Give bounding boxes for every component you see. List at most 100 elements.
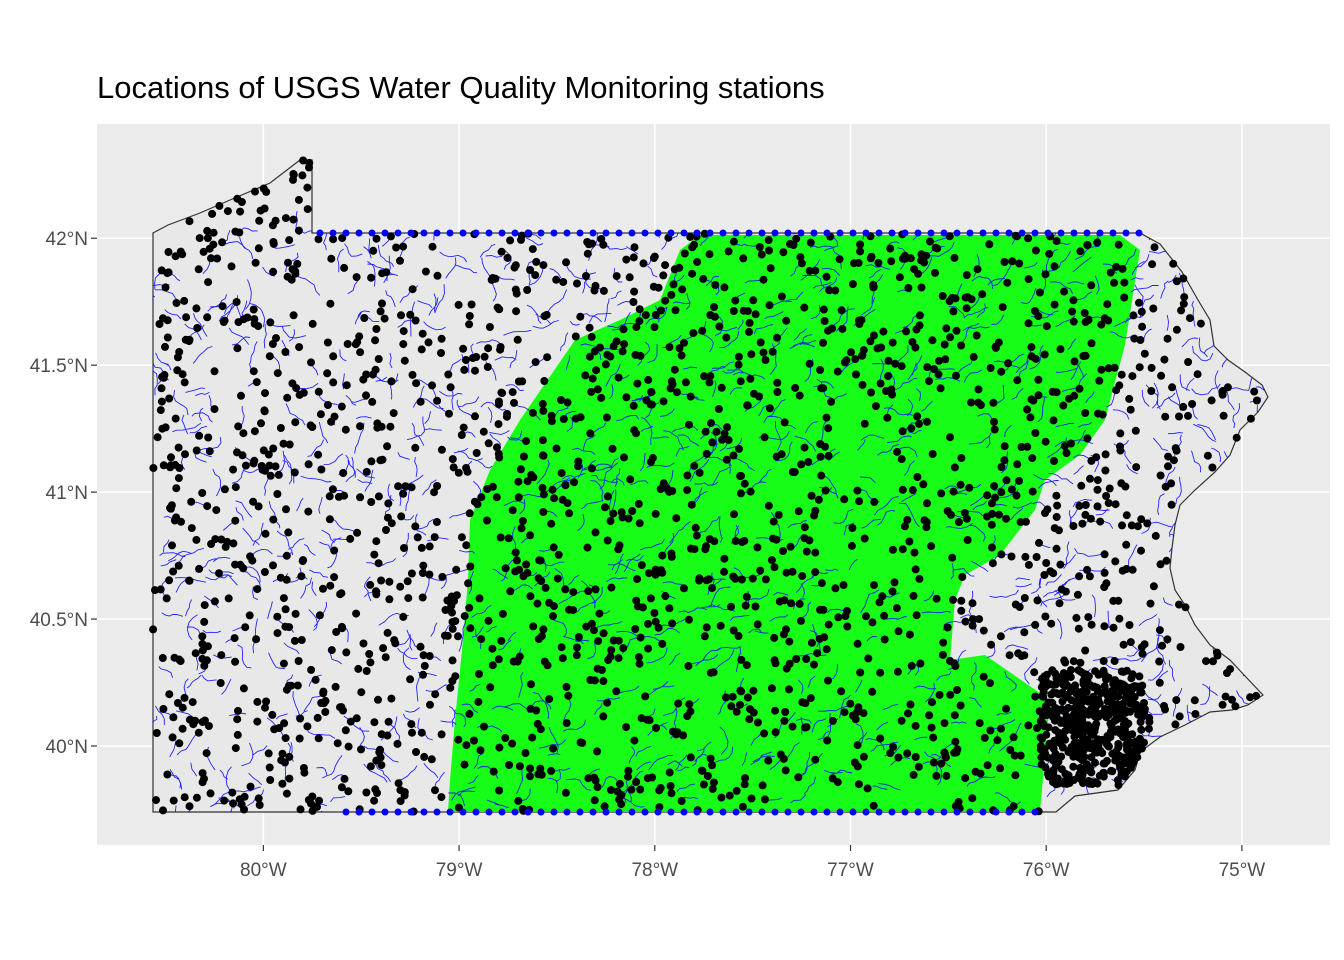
station-point [303,722,312,731]
station-point [887,257,896,266]
station-point [806,238,815,247]
station-point [1181,603,1190,612]
station-point [158,654,167,662]
station-point [1150,243,1159,252]
station-point [1060,677,1069,686]
station-point [175,739,184,748]
station-point [949,595,957,604]
station-point [1100,583,1109,592]
station-point [1041,270,1050,279]
station-point [761,575,770,584]
station-point [449,463,458,472]
station-point [536,725,545,734]
station-point [658,568,667,577]
station-point [860,419,869,428]
station-point [216,679,225,687]
station-point [626,475,635,484]
station-point [614,545,623,554]
station-point [953,686,961,694]
station-point [644,644,653,653]
station-point [537,577,546,585]
station-point [465,320,474,329]
station-point [253,717,262,726]
station-point [588,374,597,383]
station-point [418,329,427,338]
station-point [779,547,787,555]
station-point [307,358,315,367]
station-point [1055,599,1064,608]
station-point [1024,721,1033,730]
station-point [952,326,961,335]
station-point [947,510,955,519]
station-point [1008,257,1017,266]
station-point [374,559,383,568]
boundary-point [1044,229,1052,237]
station-point [172,299,181,307]
boundary-point [940,808,948,816]
station-point [614,373,623,382]
station-point [346,717,355,726]
station-point [1059,401,1068,410]
station-point [609,342,618,351]
station-point [630,426,639,435]
station-point [1069,296,1078,305]
station-point [193,324,202,332]
station-point [1179,402,1188,411]
boundary-point [979,808,987,816]
station-point [411,522,420,531]
station-point [1223,669,1231,677]
station-point [1118,760,1127,769]
station-point [876,668,885,677]
boundary-point [888,808,896,816]
station-point [583,543,592,552]
boundary-point [342,229,350,237]
station-point [1125,394,1134,403]
station-point [680,338,688,347]
station-point [720,554,729,563]
station-point [314,734,323,743]
station-point [898,545,907,554]
station-point [686,753,695,762]
station-point [1252,691,1261,700]
station-point [585,352,594,361]
station-point [1028,454,1037,463]
station-point [1231,702,1240,711]
station-point [220,485,229,494]
station-point [252,378,261,387]
station-point [255,216,264,225]
boundary-point [966,808,974,816]
station-point [1053,501,1062,510]
station-point [928,698,936,707]
station-point [601,503,609,512]
station-point [833,367,842,376]
station-point [622,393,631,402]
station-point [590,347,599,356]
station-point [565,509,574,518]
station-point [876,734,885,743]
station-point [408,285,417,294]
station-point [756,566,765,575]
station-point [600,802,609,811]
station-point [448,656,457,665]
station-point [389,409,398,418]
station-point [559,278,568,286]
station-point [466,624,475,633]
station-point [837,687,846,696]
station-point [811,568,820,577]
station-point [751,602,760,611]
station-point [802,655,811,663]
station-point [330,573,339,582]
station-point [827,397,836,406]
station-point [1115,614,1124,623]
boundary-point [810,229,818,237]
station-point [445,409,453,418]
station-point [539,490,548,499]
station-point [805,266,814,275]
station-point [198,654,207,663]
station-point [261,703,269,712]
station-point [665,768,674,777]
station-point [352,273,361,282]
station-point [218,238,227,247]
station-point [729,572,738,581]
station-point [1203,451,1212,460]
